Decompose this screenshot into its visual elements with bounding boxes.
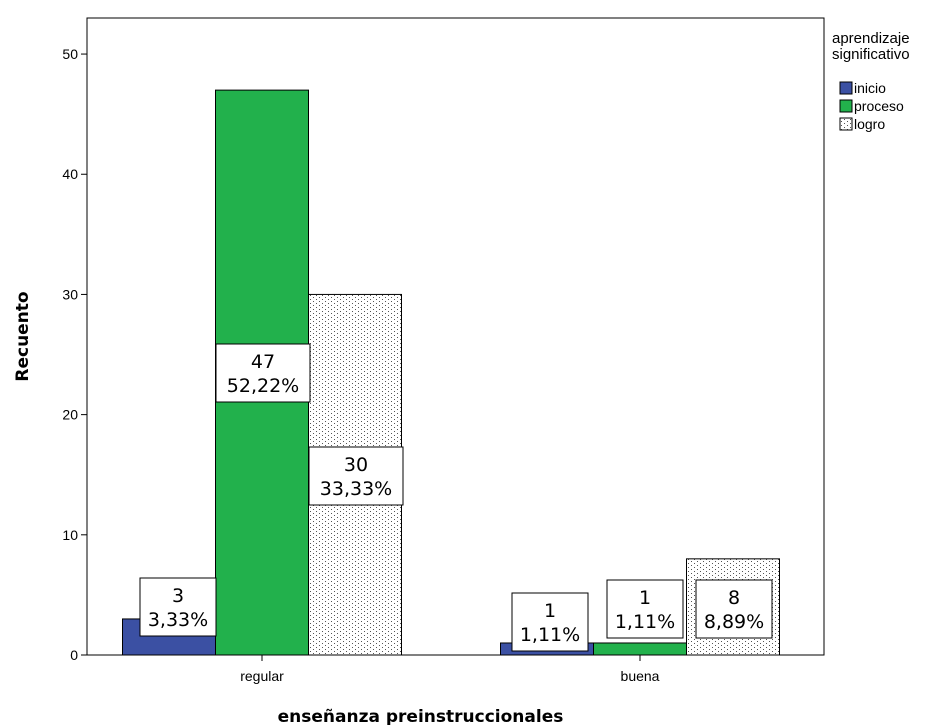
data-label-percent: 33,33%: [320, 478, 392, 500]
data-label-percent: 1,11%: [520, 624, 580, 646]
legend-label-proceso: proceso: [854, 98, 904, 114]
data-label-box: [695, 579, 773, 639]
data-label-percent: 52,22%: [227, 375, 299, 397]
data-label-count: 30: [344, 454, 368, 476]
legend-label-logro: logro: [854, 116, 885, 132]
y-tick-label: 50: [62, 46, 78, 62]
legend-swatch-proceso: [839, 99, 853, 113]
y-tick-label: 20: [62, 407, 78, 423]
data-label-count: 8: [728, 587, 740, 609]
data-label-box: [139, 577, 217, 637]
data-label-percent: 1,11%: [615, 611, 675, 633]
legend-title: significativo: [832, 46, 910, 63]
legend-swatch-logro: [839, 117, 853, 131]
y-axis-title: Recuento: [13, 291, 33, 381]
legend-title: aprendizaje: [832, 30, 910, 47]
data-label-count: 1: [544, 600, 556, 622]
data-label-count: 3: [172, 585, 184, 607]
data-label-box: [308, 446, 404, 506]
y-tick-label: 10: [62, 527, 78, 543]
legend-swatch-inicio: [839, 81, 853, 95]
x-tick-label: buena: [621, 668, 660, 684]
data-label-box: [606, 579, 684, 639]
bar-proceso-buena: [593, 642, 687, 656]
y-tick-label: 40: [62, 166, 78, 182]
data-label-box: [215, 343, 311, 403]
data-label-box: [511, 592, 589, 652]
x-tick-label: regular: [240, 668, 284, 684]
plot-area: [86, 17, 825, 656]
data-label-count: 47: [251, 351, 275, 373]
data-label-percent: 3,33%: [148, 609, 208, 631]
legend-label-inicio: inicio: [854, 80, 886, 96]
y-tick-label: 0: [70, 647, 78, 663]
x-axis-title: enseñanza preinstruccionales: [278, 707, 564, 725]
data-label-percent: 8,89%: [704, 611, 764, 633]
data-label-count: 1: [639, 587, 651, 609]
y-tick-label: 30: [62, 286, 78, 302]
